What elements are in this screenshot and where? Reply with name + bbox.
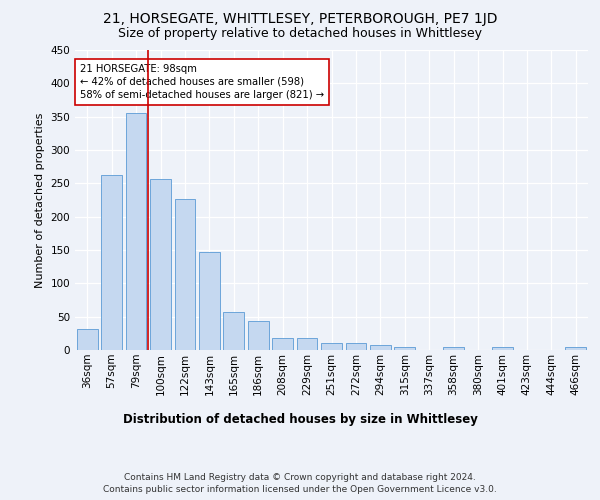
Text: Size of property relative to detached houses in Whittlesey: Size of property relative to detached ho…	[118, 28, 482, 40]
Bar	[101, 176, 122, 350]
Bar	[150, 178, 171, 350]
Bar	[223, 312, 244, 350]
Bar	[492, 348, 513, 350]
Text: 21, HORSEGATE, WHITTLESEY, PETERBOROUGH, PE7 1JD: 21, HORSEGATE, WHITTLESEY, PETERBOROUGH,…	[103, 12, 497, 26]
Bar	[296, 338, 317, 350]
Bar	[394, 346, 415, 350]
Bar	[443, 348, 464, 350]
Bar	[272, 338, 293, 350]
Bar	[77, 330, 98, 350]
Bar	[321, 344, 342, 350]
Bar	[175, 200, 196, 350]
Text: 21 HORSEGATE: 98sqm
← 42% of detached houses are smaller (598)
58% of semi-detac: 21 HORSEGATE: 98sqm ← 42% of detached ho…	[80, 64, 324, 100]
Bar	[346, 344, 367, 350]
Bar	[370, 346, 391, 350]
Bar	[125, 112, 146, 350]
Text: Distribution of detached houses by size in Whittlesey: Distribution of detached houses by size …	[122, 412, 478, 426]
Text: Contains HM Land Registry data © Crown copyright and database right 2024.
Contai: Contains HM Land Registry data © Crown c…	[103, 472, 497, 494]
Bar	[248, 322, 269, 350]
Bar	[199, 252, 220, 350]
Y-axis label: Number of detached properties: Number of detached properties	[35, 112, 45, 288]
Bar	[565, 348, 586, 350]
